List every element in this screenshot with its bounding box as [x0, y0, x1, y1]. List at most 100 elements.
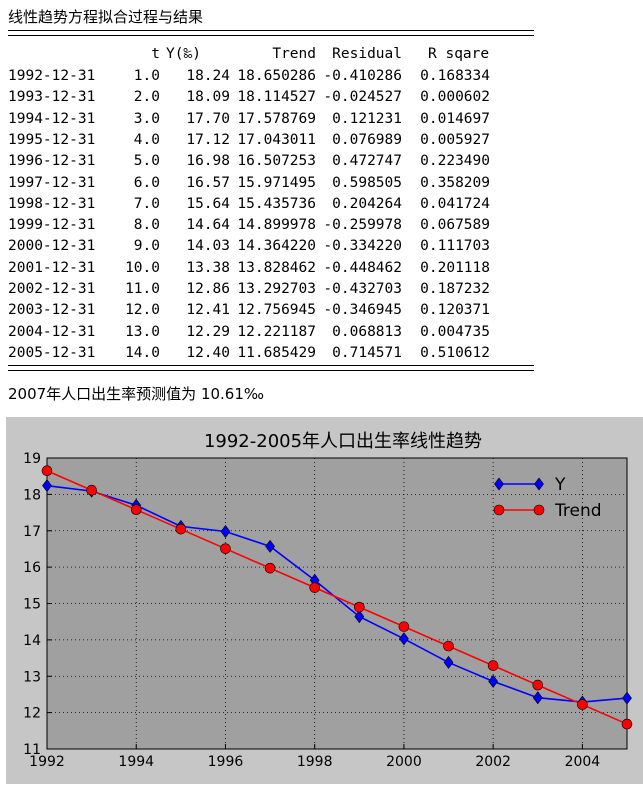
table-cell: 12.40: [186, 344, 230, 361]
table-cell: 11.685429: [237, 344, 316, 361]
table-row: 1999-12-31 8.0 14.64 14.899978 -0.259978 0.06…: [8, 217, 538, 237]
table-cell: 13.38: [186, 259, 230, 276]
table-cell: 2.0: [133, 89, 160, 106]
table-row: 1994-12-31 3.0 17.70 17.578769 0.121231 0.014…: [8, 111, 538, 131]
table-cell: 9.0: [133, 238, 160, 255]
legend-marker-y: [494, 477, 504, 491]
table-cell: 1992-12-31: [8, 68, 96, 84]
table-cell: -0.410286: [323, 68, 402, 84]
table-cell: 18.650286: [237, 68, 316, 84]
table-row: 1997-12-31 6.0 16.57 15.971495 0.598505 0.358…: [8, 175, 538, 195]
trend-point: [264, 562, 276, 574]
table-cell: 0.000602: [420, 89, 490, 106]
table-cell: 2002-12-31: [8, 281, 96, 297]
header-t: t: [151, 46, 160, 62]
table-cell: 12.0: [125, 302, 160, 319]
table-cell: 16.98: [186, 153, 230, 170]
table-cell: 14.03: [186, 238, 230, 255]
table-cell: 1.0: [133, 68, 160, 84]
table-cell: 1996-12-31: [8, 153, 96, 170]
series-lines: [46, 469, 628, 725]
legend-marker-trend: [493, 504, 505, 516]
legend-label-trend: Trend: [554, 501, 602, 521]
trend-chart: 1992-2005年人口出生率线性趋势 1992 1994 1996 1998 2000…: [23, 431, 633, 770]
table-cell: 13.292703: [237, 281, 316, 297]
table-row: 2001-12-31 10.0 13.38 13.828462 -0.448462 0.2…: [8, 260, 538, 280]
y-point: [220, 524, 231, 538]
result-heading: 线性趋势方程拟合过程与结果: [8, 8, 204, 26]
table-cell: 10.0: [125, 259, 160, 276]
trend-point: [41, 465, 53, 477]
table-cell: 18.09: [186, 89, 230, 106]
table-cell: 0.067589: [420, 217, 490, 234]
table-cell: 14.899978: [237, 217, 316, 234]
y-axis-ticks: 11 12 13 14 15 16 17 18 19: [23, 451, 52, 758]
x-tick-label: 1992: [29, 754, 65, 770]
y-tick-label: 16: [23, 560, 41, 576]
table-cell: 13.828462: [237, 259, 316, 276]
table-cell: 18.24: [186, 68, 230, 84]
legend-label-y: Y: [554, 475, 566, 495]
table-cell: 12.29: [186, 323, 230, 340]
y-point: [443, 655, 454, 669]
table-header: t Y(‰) Trend Residual R sqare: [8, 46, 538, 66]
legend: Y Trend: [493, 475, 602, 521]
trend-point: [621, 718, 633, 730]
y-tick-label: 14: [23, 633, 41, 649]
table-cell: 12.41: [186, 302, 230, 319]
table-cell: 0.005927: [420, 131, 490, 148]
table-cell: 0.187232: [420, 281, 490, 297]
trend-point: [220, 543, 231, 554]
chart-figure: 1992-2005年人口出生率线性趋势 1992 1994 1996 1998 2000…: [6, 417, 643, 784]
trend-point: [130, 504, 142, 515]
table-cell: 12.221187: [237, 323, 316, 340]
table-cell: 0.168334: [420, 68, 490, 84]
table-cell: 14.364220: [237, 238, 316, 255]
table-cell: 14.0: [125, 344, 160, 361]
y-point: [622, 691, 632, 705]
table-row: 1998-12-31 7.0 15.64 15.435736 0.204264 0.041…: [8, 196, 538, 216]
trend-point: [487, 660, 499, 671]
table-cell: 0.510612: [420, 344, 490, 361]
series-line-y: [46, 484, 628, 703]
table-cell: 0.111703: [420, 238, 490, 255]
table-cell: 16.57: [186, 174, 230, 191]
table-row: 2000-12-31 9.0 14.03 14.364220 -0.334220 0.11…: [8, 238, 538, 258]
y-tick-label: 15: [23, 597, 41, 613]
table-cell: 0.472747: [332, 153, 402, 170]
x-tick-label: 1996: [208, 754, 244, 770]
table-cell: 12.86: [186, 281, 230, 297]
table-cell: 14.64: [186, 217, 230, 234]
table-cell: -0.432703: [323, 281, 402, 297]
table-cell: 15.64: [186, 195, 230, 212]
table-cell: 0.041724: [420, 195, 490, 212]
table-cell: 2005-12-31: [8, 344, 96, 361]
y-tick-label: 18: [23, 487, 41, 503]
table-cell: 16.507253: [237, 153, 316, 170]
header-trend: Trend: [272, 46, 316, 62]
x-tick-label: 2002: [475, 754, 511, 770]
table-cell: 0.076989: [332, 131, 402, 148]
table-cell: 18.114527: [237, 89, 316, 106]
y-point: [265, 539, 275, 553]
y-point: [354, 610, 365, 624]
series-markers: [41, 465, 633, 730]
table-cell: 2001-12-31: [8, 259, 96, 276]
table-cell: 1995-12-31: [8, 131, 96, 148]
table-top-rule: [8, 30, 534, 36]
table-row: 1993-12-31 2.0 18.09 18.114527 -0.024527 0.00…: [8, 89, 538, 109]
trend-point: [86, 484, 97, 496]
table-cell: 17.70: [186, 110, 230, 127]
table-cell: 0.120371: [420, 302, 490, 319]
table-cell: 0.014697: [420, 110, 490, 127]
trend-point: [354, 601, 365, 613]
table-cell: 11.0: [125, 281, 160, 297]
table-cell: 0.598505: [332, 174, 402, 191]
table-cell: 0.068813: [332, 323, 402, 340]
trend-point: [532, 679, 544, 691]
trend-point: [398, 621, 410, 632]
y-point: [488, 674, 499, 688]
legend-marker-trend: [533, 504, 545, 516]
table-cell: 15.435736: [237, 195, 316, 212]
forecast-text: 2007年人口出生率预测值为 10.61‰: [8, 385, 265, 403]
